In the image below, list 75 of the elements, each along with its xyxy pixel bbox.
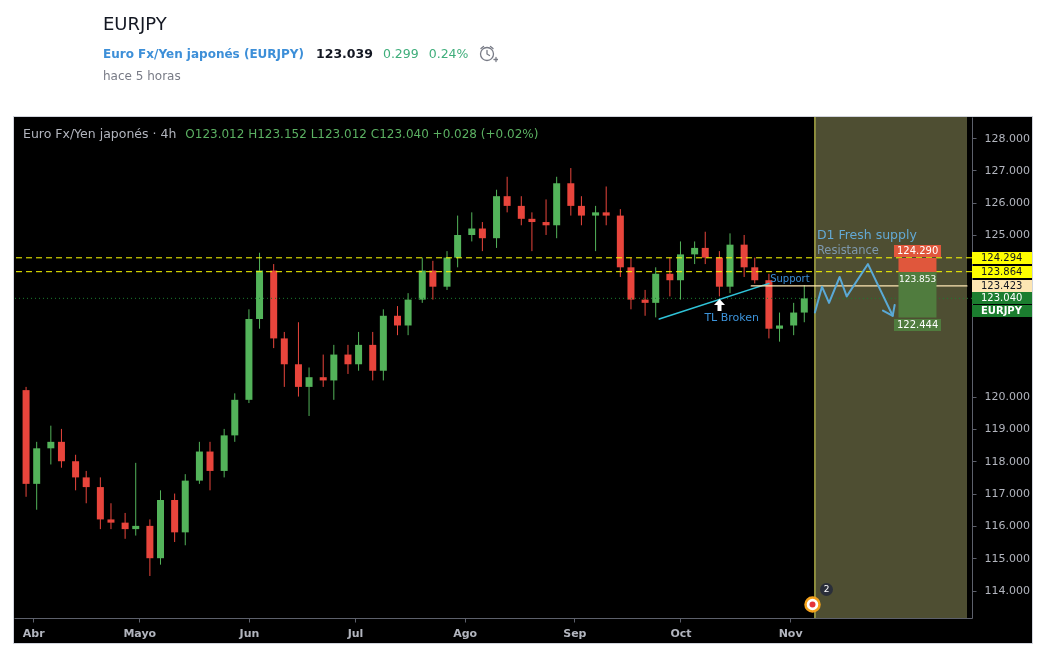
candlestick (57, 428, 65, 469)
annotation: D1 Fresh supply (816, 226, 917, 242)
ref-line-label: 124.294 (972, 251, 1032, 264)
ref-line-label: 123.864 (972, 265, 1032, 278)
x-tick-label: Nov (778, 626, 804, 640)
candlestick (294, 321, 302, 398)
x-tick-label: Mayo (123, 626, 157, 640)
y-tick-label: 119.000 (984, 422, 1030, 436)
candlestick (567, 167, 575, 217)
x-tick-label: Abr (22, 626, 46, 640)
candlestick (454, 215, 462, 268)
candlestick (577, 195, 585, 226)
ref-line-label: 123.040 (972, 292, 1032, 305)
chart-subtitle: Euro Fx/Yen japonés (EURJPY) (103, 46, 304, 62)
annotation: Support (770, 272, 810, 284)
candlestick (468, 211, 476, 242)
candlestick (517, 195, 525, 226)
candlestick (429, 260, 437, 301)
candlestick (592, 205, 600, 252)
candlestick (790, 302, 798, 336)
x-tick-label: Sep (563, 626, 587, 640)
text: EURJPY (972, 305, 1032, 318)
y-tick-label: 116.000 (984, 519, 1030, 533)
candlestick (82, 470, 90, 504)
annotation: O123.012 H123.152 L123.012 C123.040 +0.028 (+0.02%) (185, 126, 539, 142)
annotation: 2 (820, 583, 833, 596)
y-tick-label: 127.000 (984, 163, 1030, 177)
candlestick (478, 221, 486, 252)
candlestick (344, 344, 352, 375)
annotation: 123.853 (898, 274, 937, 285)
candlestick (305, 367, 313, 417)
y-tick-label: 114.000 (984, 584, 1030, 598)
candlestick (503, 176, 511, 213)
candlestick (107, 502, 115, 530)
candlestick (666, 257, 674, 297)
candlestick (319, 354, 327, 388)
text: 0.24% (428, 46, 469, 62)
data-label: 122.444 (893, 318, 942, 331)
candlestick (701, 231, 709, 265)
candlestick (602, 185, 610, 226)
candlestick (751, 257, 759, 284)
candlestick (355, 331, 363, 372)
candlestick (800, 284, 808, 323)
y-tick-label: 126.000 (984, 196, 1030, 210)
candlestick (393, 305, 401, 336)
candlestick (542, 198, 550, 236)
candlestick (121, 512, 129, 540)
y-tick-label: 120.000 (984, 390, 1030, 404)
x-tick-label: Jun (238, 626, 260, 640)
y-tick-label: 118.000 (984, 454, 1030, 468)
y-tick-label: 117.000 (984, 487, 1030, 501)
y-tick-label: 125.000 (984, 228, 1030, 242)
text: EURJPY (103, 13, 167, 35)
candlestick (206, 441, 214, 491)
data-label: 123.423 (972, 279, 1032, 292)
x-tick-label: Ago (453, 626, 478, 640)
annotation: Euro Fx/Yen japonés · 4h (23, 126, 177, 142)
y-tick-label: 115.000 (984, 551, 1030, 565)
annotation: Resistance (816, 242, 879, 257)
candlestick (691, 240, 699, 265)
y-tick-label: 128.000 (984, 131, 1030, 145)
candlestick (132, 462, 140, 537)
text: 123.039 (316, 46, 373, 62)
text: 0.299 (382, 46, 419, 62)
text: hace 5 horas (103, 68, 181, 84)
candlestick (72, 454, 80, 491)
candlestick (776, 312, 784, 343)
candlestick (641, 289, 649, 317)
x-tick-label: Jul (346, 626, 364, 640)
candlestick (528, 211, 536, 252)
candlestick (47, 425, 55, 465)
data-label: 124.290 (893, 244, 942, 257)
x-tick-label: Oct (670, 626, 692, 640)
candlestick (740, 234, 748, 278)
annotation: TL Broken (704, 311, 759, 325)
